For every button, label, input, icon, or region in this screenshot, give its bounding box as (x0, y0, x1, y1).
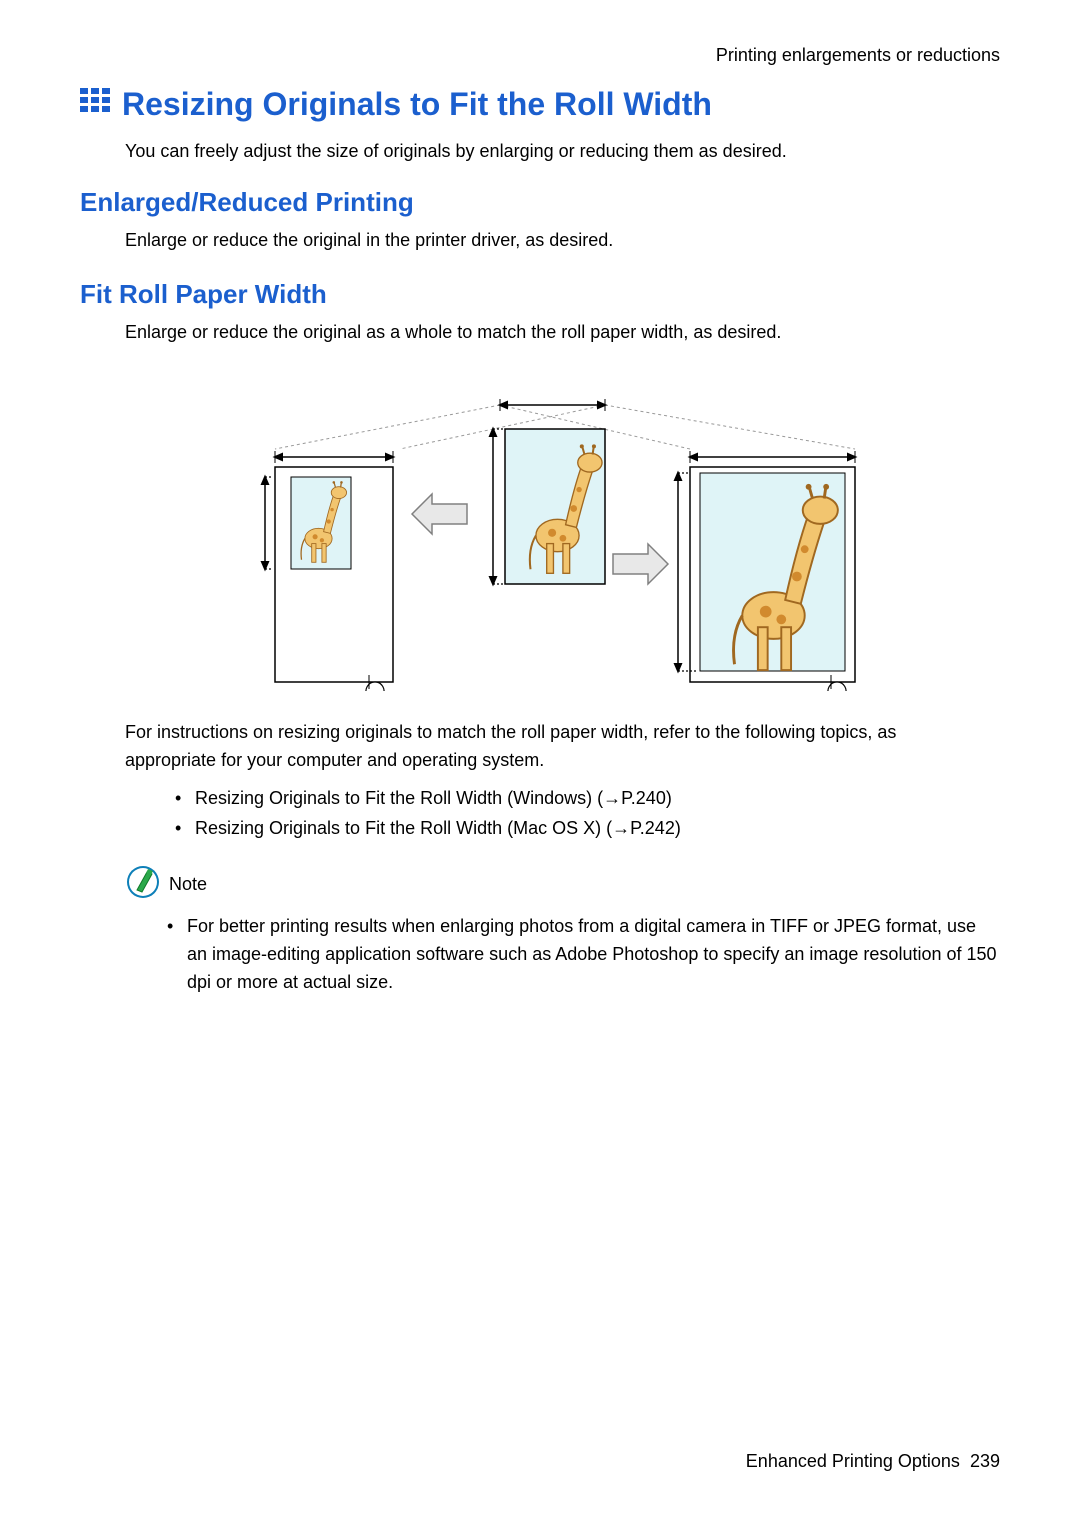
list-item: Resizing Originals to Fit the Roll Width… (175, 783, 1000, 814)
resize-diagram (80, 371, 1000, 691)
grid-icon (80, 88, 112, 121)
intro-text: You can freely adjust the size of origin… (125, 141, 1000, 162)
note-label: Note (169, 874, 207, 895)
note-icon (125, 864, 161, 905)
section1-title: Enlarged/Reduced Printing (80, 187, 1000, 218)
breadcrumb: Printing enlargements or reductions (80, 45, 1000, 66)
page-title: Resizing Originals to Fit the Roll Width (122, 86, 712, 123)
section2-title: Fit Roll Paper Width (80, 279, 1000, 310)
topic-list: Resizing Originals to Fit the Roll Width… (175, 783, 1000, 844)
note-text: For better printing results when enlargi… (167, 913, 1000, 997)
footer-section: Enhanced Printing Options (746, 1451, 960, 1471)
instructions-text: For instructions on resizing originals t… (125, 719, 980, 775)
footer-page: 239 (970, 1451, 1000, 1471)
section1-text: Enlarge or reduce the original in the pr… (125, 230, 1000, 251)
list-item: Resizing Originals to Fit the Roll Width… (175, 813, 1000, 844)
section2-text: Enlarge or reduce the original as a whol… (125, 322, 1000, 343)
page-footer: Enhanced Printing Options 239 (746, 1451, 1000, 1472)
